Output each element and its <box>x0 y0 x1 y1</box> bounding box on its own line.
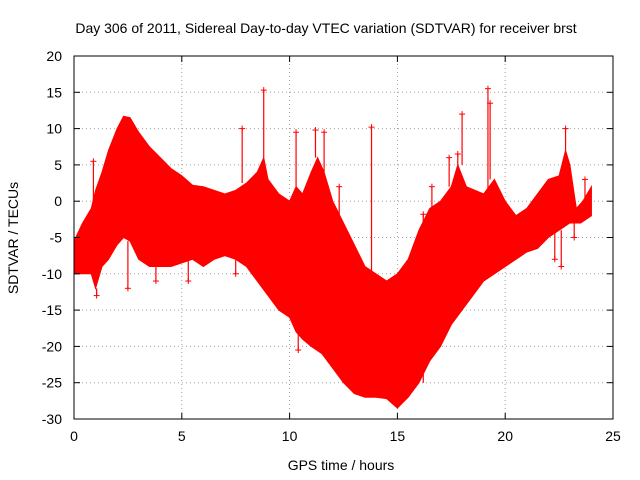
y-tick-label: -10 <box>42 266 62 282</box>
y-tick-label: 15 <box>46 84 62 100</box>
outlier-spike <box>293 129 300 187</box>
outlier-spike <box>321 129 328 173</box>
outlier-spike <box>551 230 558 263</box>
outlier-spike <box>90 158 97 209</box>
outlier-spike <box>152 266 159 285</box>
outlier-spike <box>385 321 392 399</box>
outlier-spike <box>562 125 569 151</box>
chart-title: Day 306 of 2011, Sidereal Day-to-day VTE… <box>75 20 576 36</box>
outlier-spike <box>239 125 246 184</box>
x-tick-label: 5 <box>178 428 186 444</box>
outlier-spike <box>336 183 343 223</box>
y-tick-label: -20 <box>42 338 62 354</box>
outlier-spike <box>487 100 494 180</box>
outlier-spike <box>459 111 466 165</box>
y-tick-label: 0 <box>54 193 62 209</box>
outlier-spike <box>260 87 267 158</box>
x-axis-label: GPS time / hours <box>288 457 395 473</box>
y-tick-label: -15 <box>42 302 62 318</box>
x-tick-label: 10 <box>282 428 298 444</box>
y-tick-label: -25 <box>42 375 62 391</box>
y-tick-label: -5 <box>50 230 63 246</box>
x-tick-label: 0 <box>70 428 78 444</box>
outlier-spike <box>484 85 491 194</box>
y-axis-label: SDTVAR / TECUs <box>5 182 21 294</box>
y-tick-label: 10 <box>46 121 62 137</box>
outlier-spike <box>428 183 435 209</box>
outlier-spike <box>581 176 588 202</box>
x-tick-label: 25 <box>605 428 621 444</box>
x-tick-label: 20 <box>497 428 513 444</box>
outlier-spike <box>368 124 375 274</box>
plot-area <box>73 85 592 409</box>
outlier-spike <box>377 292 384 398</box>
outlier-spike <box>93 288 100 299</box>
outlier-spike <box>124 241 131 292</box>
outlier-spike <box>571 222 578 241</box>
x-tick-label: 15 <box>390 428 406 444</box>
outlier-spike <box>185 259 192 285</box>
outlier-spike <box>437 328 444 347</box>
outlier-spike <box>295 331 302 354</box>
y-tick-label: 20 <box>46 48 62 64</box>
outlier-spike <box>312 127 319 158</box>
outlier-spike <box>232 259 239 277</box>
grid-lines <box>74 56 613 419</box>
outlier-spike <box>558 230 565 270</box>
axis-ticks: 0 5 10 15 20 25 20 15 10 5 0 -5 -10 -15 -20 -25 -30 <box>42 48 621 444</box>
sdtvar-data-band <box>73 115 592 409</box>
y-tick-label: 5 <box>54 157 62 173</box>
outlier-spike <box>420 211 427 383</box>
outlier-spike <box>446 154 453 187</box>
y-tick-label: -30 <box>42 411 62 427</box>
outlier-spike <box>454 151 461 165</box>
